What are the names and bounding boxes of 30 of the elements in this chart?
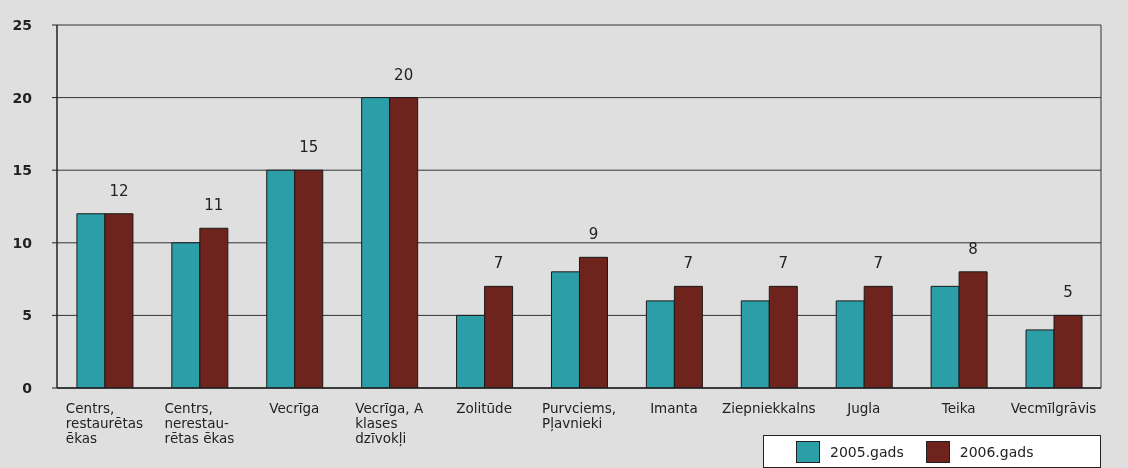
y-tick-label: 0 bbox=[22, 379, 33, 396]
x-tick-label: Jugla bbox=[846, 400, 881, 416]
legend-label: 2006.gads bbox=[959, 443, 1034, 460]
x-tick-label: Vecmīlgrāvis bbox=[1010, 400, 1097, 416]
data-label: 7 bbox=[683, 254, 694, 273]
data-label: 7 bbox=[778, 254, 789, 273]
y-tick-label: 10 bbox=[12, 234, 33, 251]
data-label: 9 bbox=[588, 225, 599, 244]
data-label: 20 bbox=[394, 65, 414, 84]
data-label: 11 bbox=[204, 196, 224, 215]
legend-label: 2005.gads bbox=[830, 443, 904, 460]
x-tick-label: Centrs, nerestau-rētas ēkas bbox=[164, 400, 235, 446]
x-tick-label: Teika bbox=[940, 400, 976, 416]
x-tick-label: Imanta bbox=[650, 400, 698, 416]
x-tick-label: Purvciems, Pļavnieki bbox=[542, 400, 616, 432]
y-tick-label: 25 bbox=[12, 16, 32, 33]
y-tick-label: 15 bbox=[12, 162, 32, 179]
y-tick-label: 20 bbox=[12, 89, 33, 106]
data-label: 12 bbox=[109, 181, 129, 200]
x-tick-label: Vecrīga, A klases dzīvokļi bbox=[355, 400, 424, 447]
data-label: 8 bbox=[968, 239, 978, 258]
x-tick-label: Ziepniekkalns bbox=[722, 400, 816, 416]
x-tick-label: Centrs, restaurētas ēkas bbox=[65, 400, 144, 446]
data-label: 5 bbox=[1063, 283, 1073, 302]
x-tick-label: Zolitūde bbox=[456, 400, 512, 416]
x-tick-label: Vecrīga bbox=[269, 400, 320, 416]
data-label: 7 bbox=[873, 254, 883, 273]
data-label: 15 bbox=[299, 138, 319, 157]
data-label: 7 bbox=[493, 254, 504, 273]
y-tick-label: 5 bbox=[22, 307, 32, 324]
